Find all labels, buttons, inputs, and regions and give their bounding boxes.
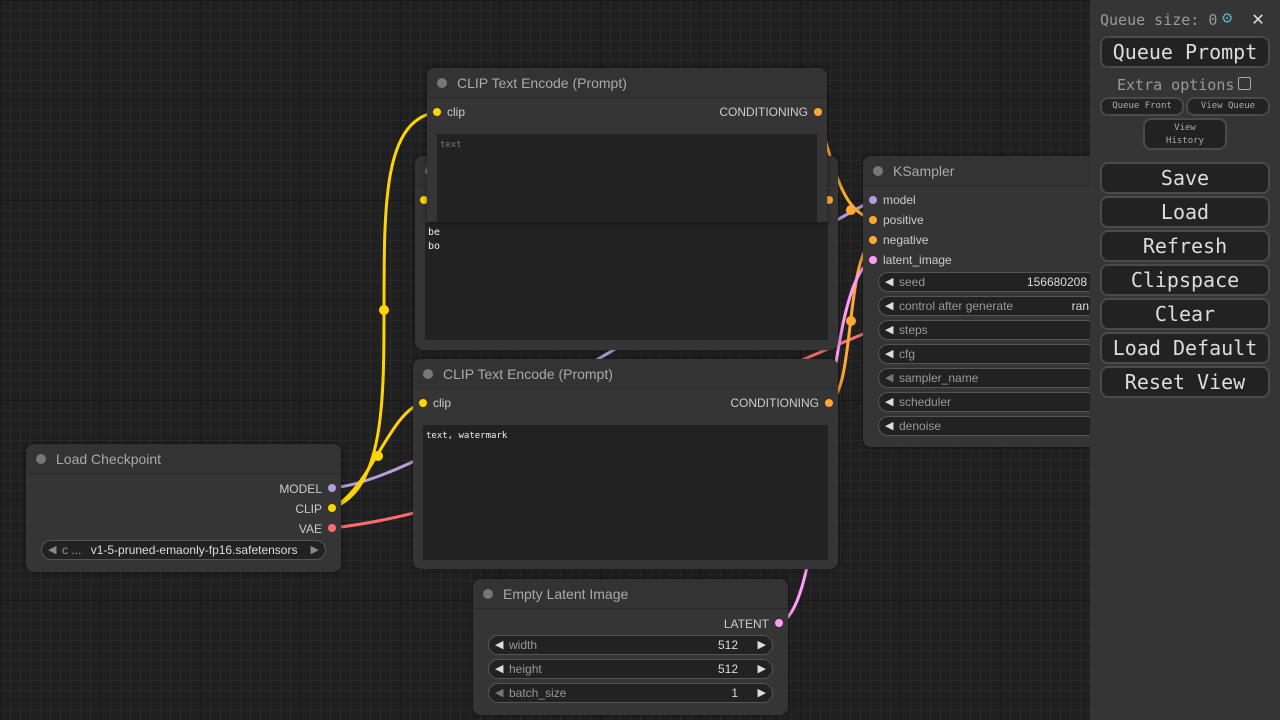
load-default-button[interactable]: Load Default xyxy=(1100,332,1270,364)
seed-widget[interactable]: ◀ seed 156680208 xyxy=(878,272,1090,292)
queue-prompt-button[interactable]: Queue Prompt xyxy=(1100,36,1270,68)
conditioning-output-slot[interactable] xyxy=(825,399,833,407)
node-title[interactable]: Empty Latent Image xyxy=(473,579,788,609)
clear-button[interactable]: Clear xyxy=(1100,298,1270,330)
vae-output-slot[interactable] xyxy=(328,524,336,532)
refresh-button[interactable]: Refresh xyxy=(1100,230,1270,262)
load-button[interactable]: Load xyxy=(1100,196,1270,228)
sampler-name-widget[interactable]: ◀ sampler_name xyxy=(878,368,1090,388)
latent-output-label: LATENT xyxy=(723,617,769,631)
clip-input-slot[interactable] xyxy=(419,399,427,407)
input-label: positive xyxy=(883,213,924,227)
prompt-textarea[interactable]: text xyxy=(437,134,817,222)
node-title[interactable]: Load Checkpoint xyxy=(26,444,341,474)
conditioning-output-label: CONDITIONING xyxy=(730,396,819,410)
negative-input-slot[interactable] xyxy=(869,236,877,244)
model-output-label: MODEL xyxy=(279,482,322,496)
menu-panel: Queue size: 0 ⚙ ✕ Queue Prompt Extra opt… xyxy=(1090,0,1280,720)
queue-front-button[interactable]: Queue Front xyxy=(1100,97,1184,116)
empty-latent-image-node[interactable]: Empty Latent Image LATENT ◀ width 512 ▶ ◀ he… xyxy=(473,579,788,715)
batch-size-widget[interactable]: ◀ batch_size 1 ▶ xyxy=(488,683,773,703)
latent-output-slot[interactable] xyxy=(775,619,783,627)
conditioning-output-label: CONDITIONING xyxy=(719,105,808,119)
clip-output-label: CLIP xyxy=(295,502,322,516)
latent-input-slot[interactable] xyxy=(869,256,877,264)
input-label: latent_image xyxy=(883,253,952,267)
input-label: model xyxy=(883,193,916,207)
prompt-textarea[interactable]: text, watermark xyxy=(423,425,828,560)
model-output-slot[interactable] xyxy=(328,484,336,492)
extra-options-checkbox[interactable] xyxy=(1238,77,1251,90)
save-button[interactable]: Save xyxy=(1100,162,1270,194)
node-title[interactable]: KSampler xyxy=(863,156,1090,186)
scheduler-widget[interactable]: ◀ scheduler xyxy=(878,392,1090,412)
queue-size: Queue size: 0 xyxy=(1100,11,1218,29)
clip-output-slot[interactable] xyxy=(328,504,336,512)
control-after-generate-widget[interactable]: ◀ control after generate ran xyxy=(878,296,1090,316)
clipspace-button[interactable]: Clipspace xyxy=(1100,264,1270,296)
cfg-widget[interactable]: ◀ cfg xyxy=(878,344,1090,364)
close-icon[interactable]: ✕ xyxy=(1252,6,1265,30)
input-label: negative xyxy=(883,233,929,247)
width-widget[interactable]: ◀ width 512 ▶ xyxy=(488,635,773,655)
prompt-textarea[interactable]: be bo xyxy=(425,222,828,340)
denoise-widget[interactable]: ◀ denoise xyxy=(878,416,1090,436)
ckpt-name-widget[interactable]: ◀ c ... v1-5-pruned-emaonly-fp16.safetens… xyxy=(41,540,326,560)
positive-input-slot[interactable] xyxy=(869,216,877,224)
steps-widget[interactable]: ◀ steps xyxy=(878,320,1090,340)
view-queue-button[interactable]: View Queue xyxy=(1186,97,1270,116)
node-title[interactable]: CLIP Text Encode (Prompt) xyxy=(413,359,838,389)
clip-text-encode-node-positive[interactable]: CLIP Text Encode (Prompt) clip CONDITION… xyxy=(427,68,827,222)
conditioning-output-slot[interactable] xyxy=(814,108,822,116)
ksampler-node[interactable]: KSampler model positive negative latent_… xyxy=(863,156,1090,447)
extra-options-label: Extra options xyxy=(1117,76,1235,94)
graph-canvas[interactable]: be bo CLIP Text Encode (Prompt) clip COND… xyxy=(0,0,1090,720)
model-input-slot[interactable] xyxy=(869,196,877,204)
view-history-button[interactable]: View History xyxy=(1143,118,1227,150)
clip-input-slot[interactable] xyxy=(433,108,441,116)
height-widget[interactable]: ◀ height 512 ▶ xyxy=(488,659,773,679)
settings-gear-icon[interactable]: ⚙ xyxy=(1222,8,1233,28)
node-title[interactable]: CLIP Text Encode (Prompt) xyxy=(427,68,827,98)
clip-text-encode-node-negative[interactable]: CLIP Text Encode (Prompt) clip CONDITION… xyxy=(413,359,838,569)
vae-output-label: VAE xyxy=(298,522,322,536)
clip-input-label: clip xyxy=(433,396,452,410)
reset-view-button[interactable]: Reset View xyxy=(1100,366,1270,398)
clip-input-label: clip xyxy=(447,105,466,119)
load-checkpoint-node[interactable]: Load Checkpoint MODEL CLIP VAE ◀ c ... v1… xyxy=(26,444,341,572)
